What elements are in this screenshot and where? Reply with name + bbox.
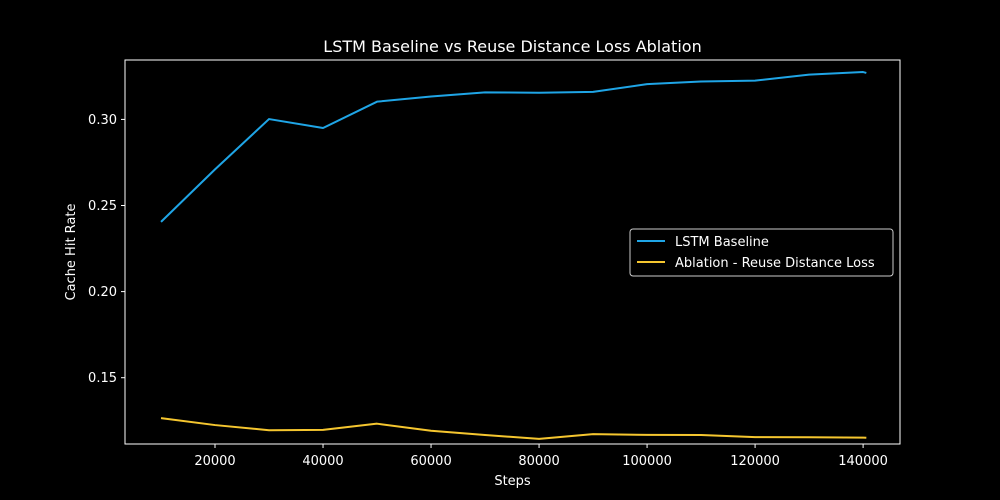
chart-title: LSTM Baseline vs Reuse Distance Loss Abl… <box>323 37 701 56</box>
series-line-0 <box>160 71 867 223</box>
legend: LSTM Baseline Ablation - Reuse Distance … <box>629 228 894 277</box>
y-axis: 0.15 0.20 0.25 0.30 <box>88 113 125 386</box>
y-tick-label: 0.15 <box>88 371 117 386</box>
series-lines <box>160 71 867 440</box>
series-line-1 <box>160 417 867 440</box>
x-tick-label: 60000 <box>410 454 451 469</box>
y-axis-label: Cache Hit Rate <box>64 204 79 301</box>
y-tick-label: 0.25 <box>88 199 117 214</box>
legend-label-lstm-baseline: LSTM Baseline <box>675 235 769 250</box>
y-tick-label: 0.30 <box>88 113 117 128</box>
y-tick-label: 0.20 <box>88 285 117 300</box>
x-tick-label: 120000 <box>730 454 780 469</box>
x-axis-label: Steps <box>494 474 531 489</box>
x-axis: 20000 40000 60000 80000 100000 120000 140000 <box>194 444 888 469</box>
x-tick-label: 140000 <box>838 454 888 469</box>
x-tick-label: 20000 <box>194 454 235 469</box>
legend-label-ablation: Ablation - Reuse Distance Loss <box>675 256 875 271</box>
legend-frame <box>629 228 894 277</box>
x-tick-label: 100000 <box>622 454 672 469</box>
x-tick-label: 40000 <box>302 454 343 469</box>
x-tick-label: 80000 <box>518 454 559 469</box>
